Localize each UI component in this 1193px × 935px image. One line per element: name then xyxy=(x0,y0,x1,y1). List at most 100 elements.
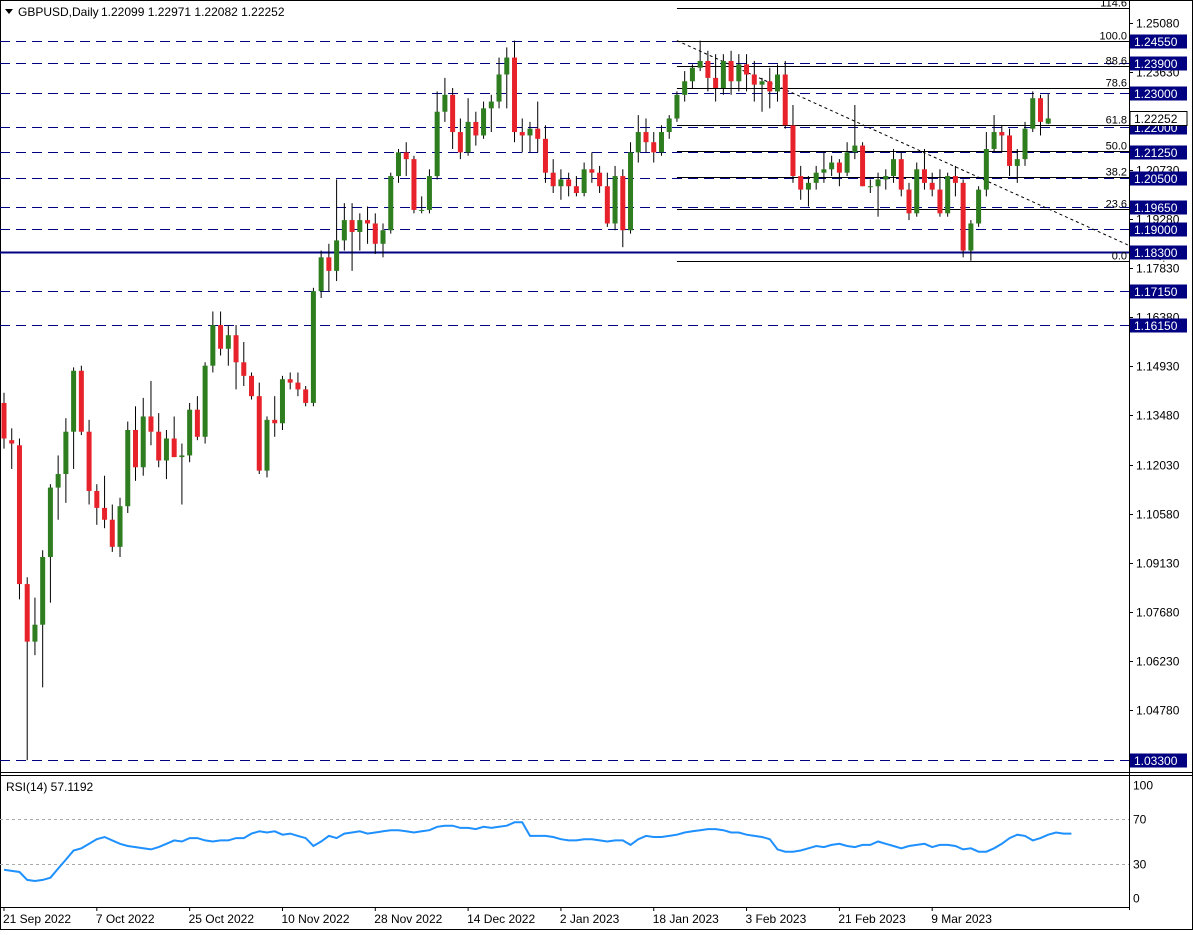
price-tick-label: 1.09130 xyxy=(1136,557,1180,571)
candle-body xyxy=(194,409,200,437)
price-tick-label: 1.13480 xyxy=(1136,409,1180,423)
bear-candle xyxy=(589,152,595,183)
candle-body xyxy=(550,172,556,187)
candle-body xyxy=(187,409,193,456)
bear-candle xyxy=(457,118,463,160)
candle-body xyxy=(78,370,84,432)
candle-body xyxy=(334,240,340,271)
bear-candle xyxy=(929,172,935,197)
bull-candle xyxy=(481,101,487,139)
level-price-tag: 1.20500 xyxy=(1130,171,1187,186)
bear-candle xyxy=(790,104,796,183)
candle-body xyxy=(1045,118,1051,124)
candle-body xyxy=(450,94,456,133)
bull-candle xyxy=(852,104,858,160)
bull-candle xyxy=(426,169,432,214)
candle-body xyxy=(504,57,510,75)
bear-candle xyxy=(9,428,15,469)
bull-candle xyxy=(844,142,850,177)
level-price-tag-bg xyxy=(1130,753,1187,768)
fib-trend-line[interactable] xyxy=(676,40,1165,262)
bear-candle xyxy=(365,206,371,244)
level-price-tag: 1.19000 xyxy=(1130,222,1187,237)
price-tick-label: 1.17830 xyxy=(1136,262,1180,276)
candle-body xyxy=(643,132,649,143)
level-price-tag-text: 1.19000 xyxy=(1134,223,1178,237)
rsi-line[interactable] xyxy=(3,821,1072,883)
candle-body xyxy=(202,365,208,437)
bull-candle xyxy=(395,148,401,183)
level-price-tag-bg xyxy=(1130,245,1187,260)
level-price-tag-text: 1.24550 xyxy=(1134,35,1178,49)
candle-body xyxy=(163,438,169,461)
bear-candle xyxy=(767,67,773,109)
bull-candle xyxy=(210,311,216,373)
candle-body xyxy=(666,118,672,133)
price-tick-label: 1.12030 xyxy=(1136,459,1180,473)
bear-candle xyxy=(218,311,224,356)
time-tick-label: 10 Nov 2022 xyxy=(281,912,349,926)
current-price-tag-bg xyxy=(1129,111,1188,126)
ohlc-label: 1.22099 1.22971 1.22082 1.22252 xyxy=(101,5,285,19)
level-price-tag-text: 1.03300 xyxy=(1134,754,1178,768)
candle-body xyxy=(148,416,154,432)
candle-body xyxy=(249,375,255,397)
candle-body xyxy=(156,431,162,461)
level-price-labels: 1.245501.239001.230001.220001.212501.205… xyxy=(1129,34,1188,768)
candle-body xyxy=(310,291,316,403)
candle-body xyxy=(759,81,765,85)
bear-candle xyxy=(643,118,649,153)
bear-candle xyxy=(535,101,541,153)
bear-candle xyxy=(256,382,262,475)
bear-candle xyxy=(16,438,22,600)
candle-body xyxy=(782,74,788,126)
bull-candle xyxy=(179,443,185,505)
bull-candle xyxy=(581,162,587,197)
level-price-tag-text: 1.23000 xyxy=(1134,87,1178,101)
candle-body xyxy=(767,81,773,92)
level-price-tag-text: 1.20500 xyxy=(1134,172,1178,186)
fib-level-label: 100.0 xyxy=(1099,31,1127,43)
dropdown-triangle-icon[interactable] xyxy=(5,9,13,14)
bear-candle xyxy=(78,365,84,436)
bull-candle xyxy=(1030,91,1036,133)
fib-level-label: 50.0 xyxy=(1106,141,1127,153)
bear-candle xyxy=(782,60,788,129)
bull-candle xyxy=(32,597,38,656)
time-tick-label: 28 Nov 2022 xyxy=(374,912,442,926)
candle-body xyxy=(937,189,943,214)
level-price-tag: 1.19650 xyxy=(1130,200,1187,215)
bear-candle xyxy=(921,148,927,190)
price-tick-label: 1.10580 xyxy=(1136,508,1180,522)
candle-body xyxy=(1022,128,1028,160)
candle-body xyxy=(674,94,680,119)
level-price-tag-bg xyxy=(1130,145,1187,160)
level-price-tag-text: 1.19650 xyxy=(1134,201,1178,215)
bull-candle xyxy=(1014,148,1020,183)
bull-candle xyxy=(968,220,974,261)
candle-body xyxy=(71,370,77,432)
current-price-tag-text: 1.22252 xyxy=(1134,112,1178,126)
bear-candle xyxy=(519,118,525,153)
candle-body xyxy=(651,142,657,153)
time-tick-label: 7 Oct 2022 xyxy=(96,912,155,926)
candle-body xyxy=(287,379,293,383)
candle-body xyxy=(527,128,533,136)
candle-body xyxy=(94,490,100,508)
bull-candle xyxy=(318,250,324,298)
fibonacci-retracement: 114.6 100.0 88.6 78.6 61.8 50.0 38.2 23.6 0.0 xyxy=(676,0,1165,263)
candle-body xyxy=(519,132,525,136)
bear-candle xyxy=(132,406,138,481)
bull-candle xyxy=(759,77,765,112)
rsi-scale-label: 70 xyxy=(1133,813,1147,827)
bull-candle xyxy=(1022,121,1028,166)
bear-candle xyxy=(798,165,804,200)
candle-body xyxy=(535,128,541,139)
candle-body xyxy=(573,186,579,193)
candle-body xyxy=(55,474,61,488)
candle-body xyxy=(86,431,92,491)
bull-candle xyxy=(891,148,897,183)
bull-candle xyxy=(689,64,695,89)
candle-body xyxy=(921,169,927,183)
